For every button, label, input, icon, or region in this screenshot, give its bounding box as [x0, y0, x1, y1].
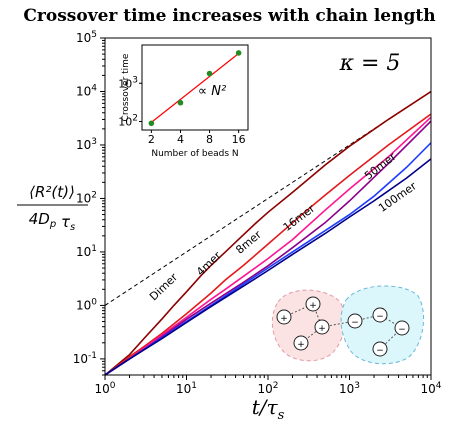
- y-axis-label-numerator: ⟨R²(t)⟩: [29, 183, 75, 201]
- y-tick-label: 102: [76, 190, 97, 205]
- bead-symbol: −: [398, 325, 406, 335]
- cyan-blob: [340, 285, 424, 365]
- spring: [354, 314, 403, 350]
- inset-x-axis-label: Number of beads N: [151, 149, 238, 159]
- x-tick-label: 101: [176, 381, 197, 396]
- bead: [314, 319, 330, 335]
- bead: [305, 296, 321, 312]
- spring: [283, 303, 323, 344]
- inset-x-tick-label: 8: [206, 133, 213, 146]
- inset-point: [206, 70, 213, 77]
- series-line-100mer: [105, 158, 431, 375]
- x-axis-label: t/τs: [252, 395, 285, 423]
- bead-symbol: −: [351, 318, 359, 328]
- y-tick-label: 101: [76, 244, 97, 259]
- inset-fit-line: [150, 53, 240, 123]
- series-line-Dimer: [105, 90, 431, 375]
- bead-symbol: +: [297, 340, 305, 350]
- inset-y-axis-label: Crossover time: [121, 53, 131, 121]
- inset-point: [235, 50, 242, 56]
- inset-y-tick-label: 102: [118, 114, 138, 129]
- inset-fit-label: ∝ N²: [198, 84, 226, 99]
- bead-symbol: +: [280, 314, 288, 324]
- series-label-16mer: 16mer: [281, 202, 318, 234]
- bead-symbol: +: [318, 324, 326, 334]
- series-line-50mer: [105, 142, 431, 375]
- y-tick-label: 103: [76, 137, 97, 152]
- bead: [372, 307, 388, 323]
- bead: [372, 341, 388, 357]
- bead-symbol: −: [376, 346, 384, 356]
- series-label-4mer: 4mer: [194, 249, 224, 279]
- inset-x-tick-label: 16: [232, 133, 246, 146]
- series-line-8mer: [105, 116, 431, 375]
- x-tick-label: 102: [257, 381, 278, 396]
- y-tick-label: 10-1: [73, 351, 97, 366]
- bead: [394, 320, 410, 336]
- x-tick-label: 100: [94, 381, 115, 396]
- x-tick-label: 104: [420, 381, 441, 396]
- inset-point: [148, 120, 155, 127]
- series-label-50mer: 50mer: [362, 150, 399, 183]
- x-tick-label: 103: [339, 381, 360, 396]
- kappa-annotation: κ = 5: [339, 51, 401, 76]
- bead: [276, 309, 292, 325]
- chain-schematic: + + + + − − − −: [271, 285, 424, 365]
- bead: [293, 335, 309, 351]
- pink-blob: [271, 289, 346, 362]
- bead-symbol: −: [376, 312, 384, 322]
- bead: [347, 313, 363, 329]
- chart-title: Crossover time increases with chain leng…: [23, 6, 436, 26]
- inset-point: [177, 99, 184, 106]
- inset-x-tick-label: 2: [148, 133, 155, 146]
- y-tick-label: 105: [76, 30, 97, 45]
- inset-y-tick-label: 103: [118, 75, 138, 90]
- y-axis-label-denominator: 4Dp τs: [29, 210, 75, 233]
- y-tick-label: 100: [76, 297, 97, 312]
- series-label-Dimer: Dimer: [147, 270, 180, 303]
- series-line-4mer: [105, 113, 431, 375]
- bead-symbol: +: [309, 301, 317, 311]
- inset-x-tick-label: 4: [177, 133, 184, 146]
- y-tick-label: 104: [76, 83, 97, 98]
